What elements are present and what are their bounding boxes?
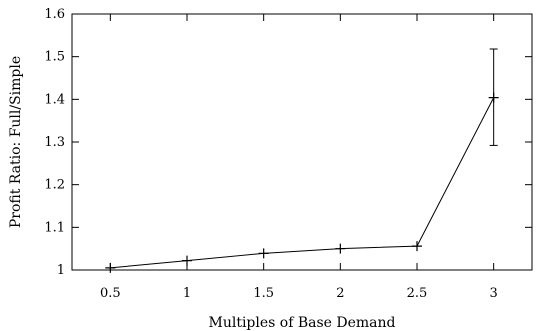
x-axis-title: Multiples of Base Demand [208,315,395,331]
data-point-marker [258,248,269,259]
x-tick-label: 3 [490,286,498,301]
data-point-marker [105,262,116,273]
data-point-marker [412,241,422,252]
y-axis-title: Profit Ratio: Full/Simple [8,56,24,228]
plot-area-frame [71,13,533,271]
series-layer [105,48,499,273]
series-line [110,97,495,269]
data-point-marker [182,255,192,266]
x-axis-ticks: 0.5 1 1.5 2 2.5 3 [100,14,498,301]
x-tick-label: 1 [183,286,191,301]
data-point-marker [335,243,346,254]
x-tick-label: 0.5 [100,286,121,301]
y-tick-label: 1.4 [44,92,65,107]
y-tick-label: 1.5 [44,50,65,65]
x-tick-label: 1.5 [253,286,274,301]
y-tick-label: 1.1 [44,220,65,235]
x-tick-label: 2 [336,286,344,301]
data-point-marker [488,92,499,103]
y-tick-label: 1.3 [44,135,65,150]
y-axis-ticks: 1 1.1 1.2 1.3 1.4 1.5 1.6 [44,7,532,278]
y-tick-label: 1 [57,263,65,278]
y-tick-label: 1.6 [44,7,65,22]
x-tick-label: 2.5 [407,286,428,301]
y-tick-label: 1.2 [44,178,65,193]
